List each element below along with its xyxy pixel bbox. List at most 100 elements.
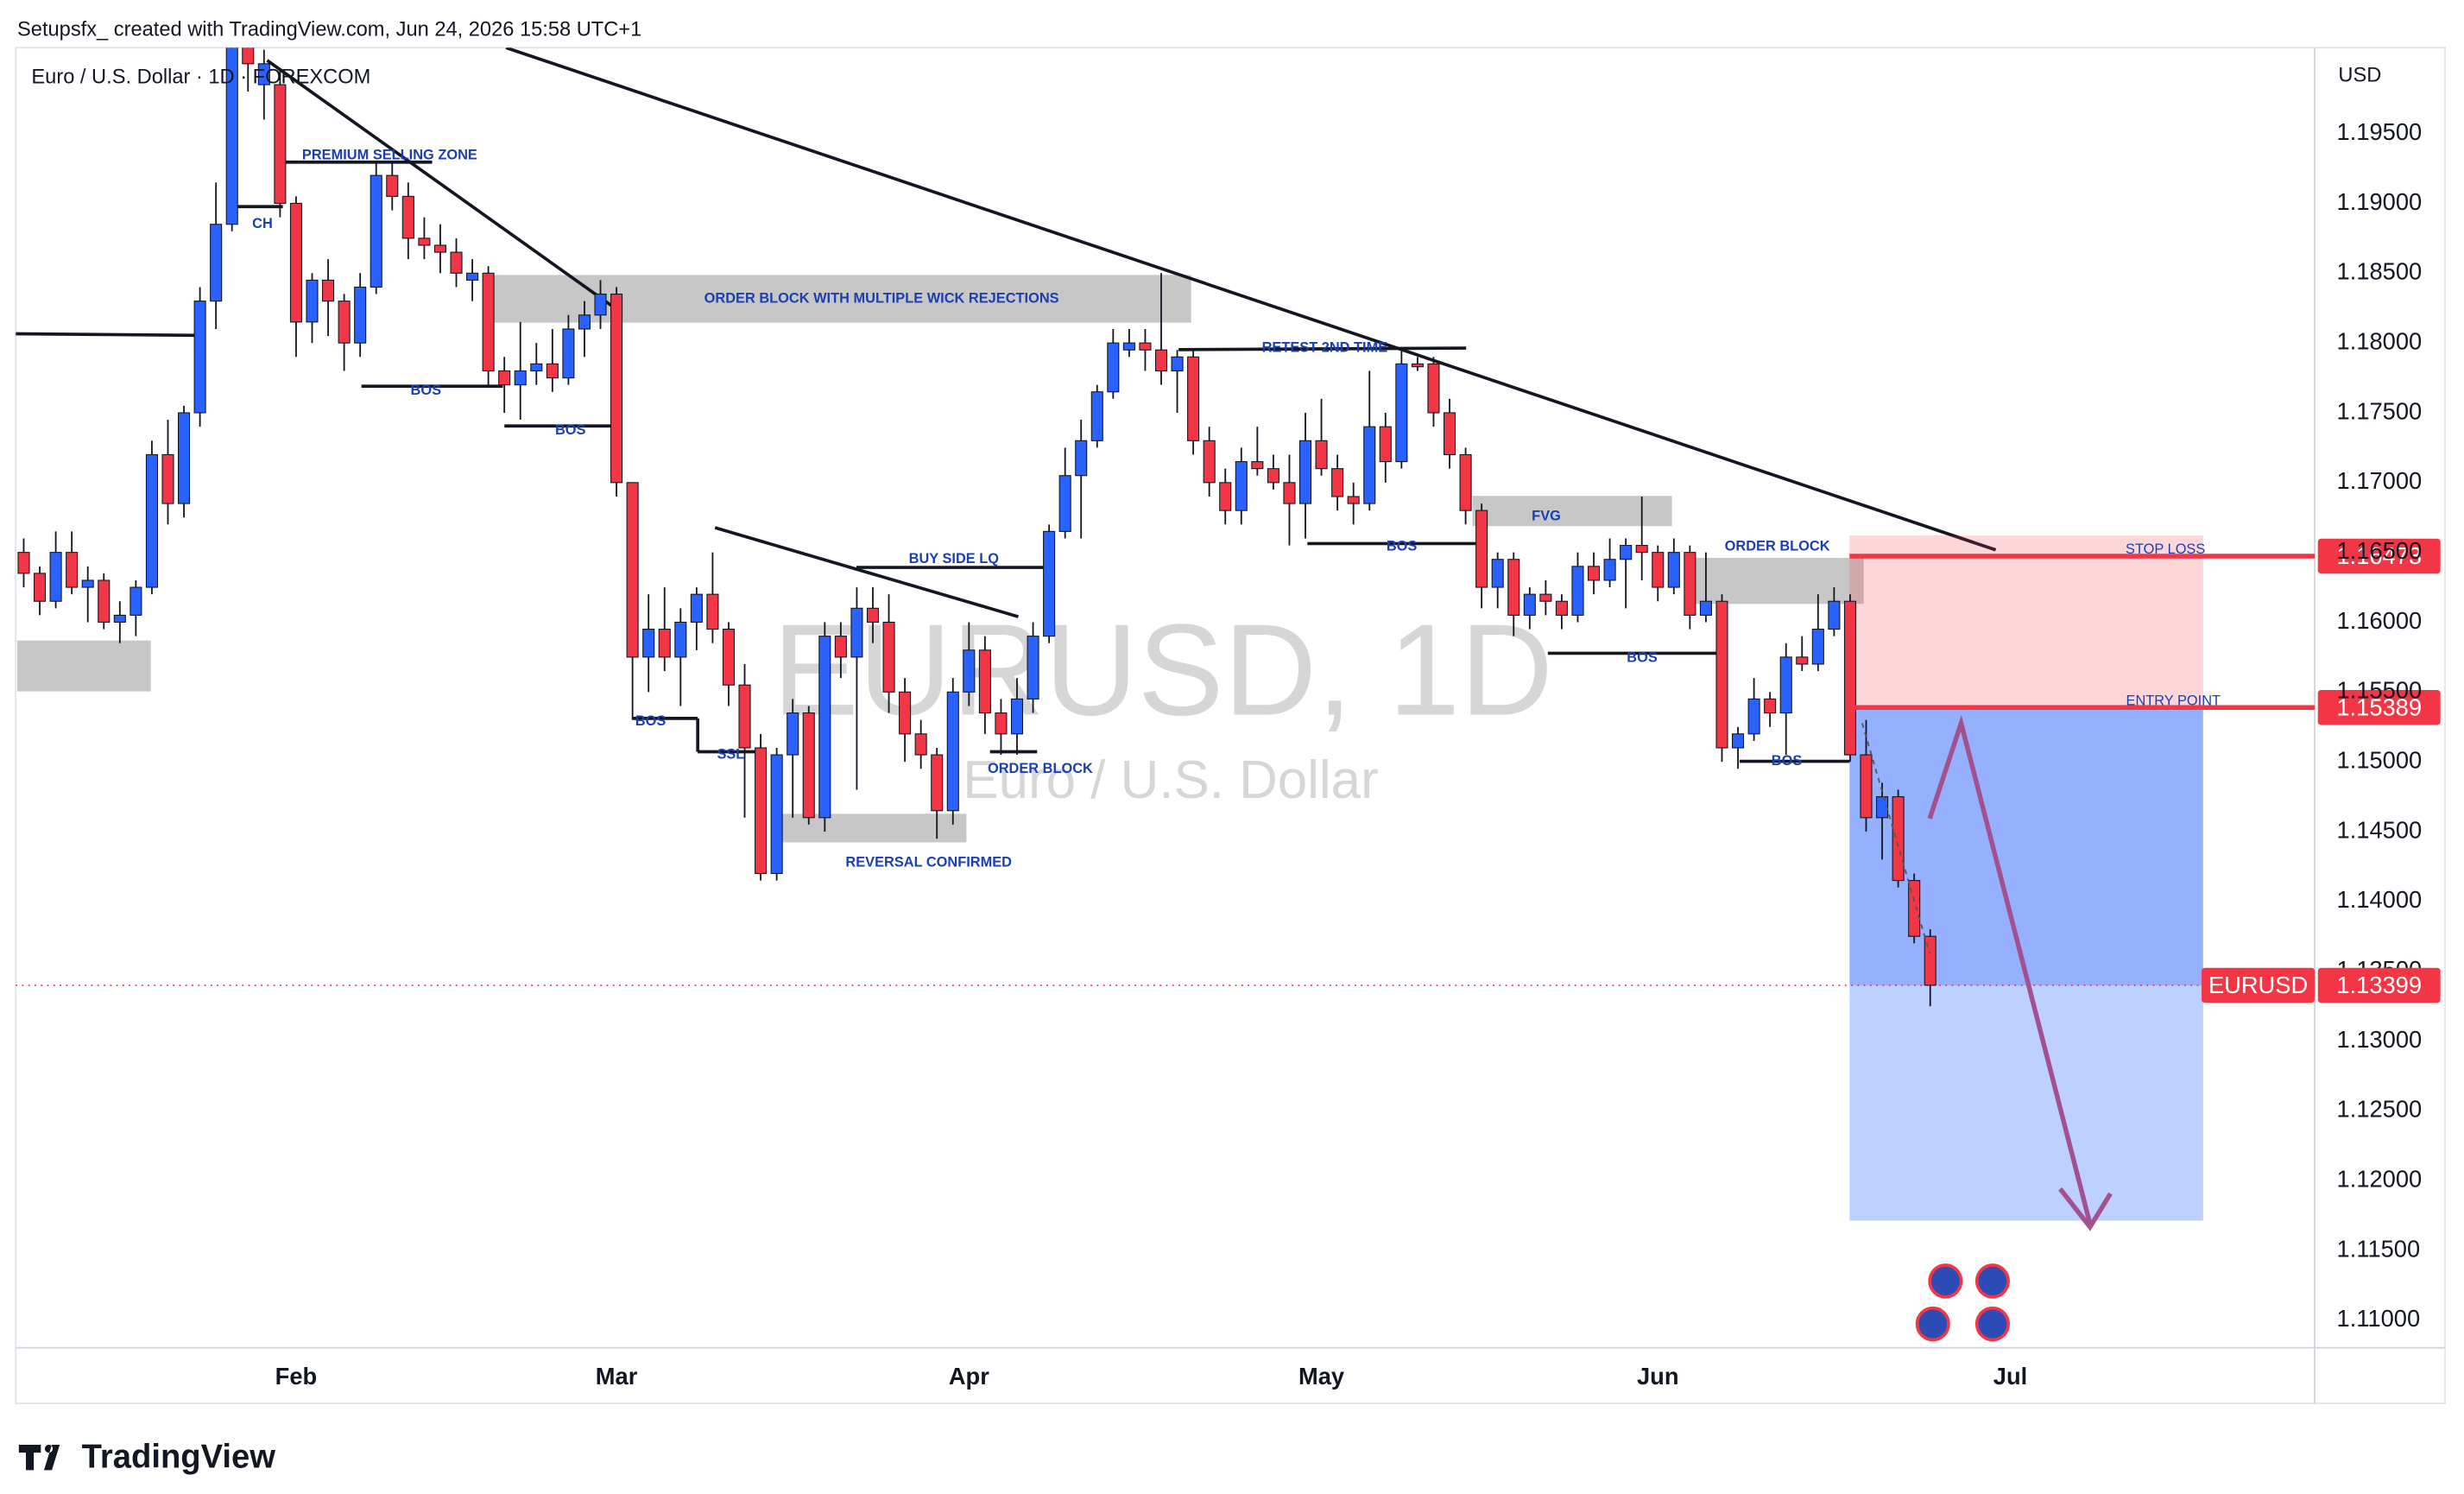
candle-body: [1010, 698, 1024, 735]
symbol-label: EURUSD: [2208, 972, 2308, 998]
level-name: ENTRY POINT: [2126, 693, 2221, 708]
candle-body: [1203, 440, 1216, 484]
y-tick-label: 1.18000: [2337, 327, 2423, 354]
candle-body: [1555, 600, 1568, 616]
candle-body: [98, 579, 111, 624]
candle-body: [1796, 656, 1809, 665]
drawing-line: [266, 59, 619, 312]
candle-body: [787, 712, 799, 756]
annotation: ORDER BLOCK: [1725, 538, 1830, 554]
event-icon: [1974, 1263, 2010, 1299]
level-price-label: 1.15389: [2336, 693, 2422, 720]
candle-body: [1507, 559, 1520, 616]
zone-box: [1472, 496, 1672, 527]
candle-body: [1667, 552, 1680, 588]
candle-body: [1443, 412, 1456, 456]
candle-body: [834, 636, 847, 658]
candle-body: [178, 412, 191, 504]
candle-body: [1043, 530, 1056, 637]
y-tick-label: 1.17500: [2337, 397, 2423, 424]
zone-box: [17, 640, 151, 692]
frame: [15, 47, 2447, 1405]
candle-body: [498, 370, 511, 386]
candle-body: [1075, 440, 1088, 477]
event-icon: [1928, 1263, 1963, 1299]
x-tick-label: Apr: [949, 1363, 989, 1390]
candle-body: [354, 286, 367, 344]
y-tick-label: 1.16500: [2337, 537, 2423, 564]
candle-body: [1635, 545, 1648, 554]
candle-body: [81, 579, 94, 588]
candle-body: [1732, 733, 1745, 749]
candle-body: [1235, 461, 1248, 511]
y-tick-label: 1.14000: [2337, 886, 2423, 913]
annotation: PREMIUM SELLING ZONE: [302, 148, 477, 163]
candle-body: [1491, 559, 1504, 588]
candle-body: [562, 328, 575, 379]
candle-body: [738, 684, 751, 749]
candle-body: [1219, 482, 1232, 511]
candle-body: [1459, 453, 1472, 511]
candle-body: [1027, 636, 1039, 700]
candle-body: [193, 301, 206, 414]
candle-body: [626, 482, 639, 658]
candle-body: [130, 586, 142, 616]
candle-body: [145, 453, 158, 588]
caption: Setupsfx_ created with TradingView.com, …: [17, 17, 641, 41]
y-tick-label: 1.16000: [2337, 607, 2423, 634]
candle-body: [1379, 426, 1392, 463]
annotation: BOS: [635, 713, 667, 729]
candle-body: [289, 202, 302, 323]
level-name: STOP LOSS: [2126, 541, 2205, 557]
candle-body: [1298, 440, 1312, 504]
candle-body: [866, 607, 880, 624]
candle-body: [482, 272, 495, 372]
candle-body: [1347, 496, 1360, 504]
candle-body: [1411, 363, 1424, 368]
annotation: ORDER BLOCK WITH MULTIPLE WICK REJECTION…: [704, 290, 1059, 306]
annotation: BOS: [1387, 538, 1418, 554]
y-tick-label: 1.19000: [2337, 188, 2423, 215]
candle-body: [755, 747, 768, 875]
candle-body: [931, 754, 944, 812]
candle-body: [946, 691, 959, 812]
stop-zone: [1849, 535, 2203, 708]
candle-body: [1571, 566, 1584, 616]
candle-body: [546, 363, 559, 379]
candle-body: [1828, 600, 1841, 630]
candle-body: [818, 636, 831, 819]
candle-body: [1715, 600, 1728, 749]
candle-body: [594, 294, 607, 316]
x-tick-label: Jul: [1993, 1363, 2027, 1390]
level-price-label: 1.16473: [2336, 542, 2422, 569]
candle-body: [210, 224, 223, 302]
candle-body: [706, 593, 719, 630]
candle-body: [578, 314, 591, 330]
candle-body: [1187, 356, 1200, 441]
candle-body: [322, 279, 335, 302]
candle-body: [1892, 796, 1905, 882]
candle-body: [1811, 629, 1824, 665]
candle-body: [978, 649, 991, 714]
y-tick-label: 1.19500: [2337, 118, 2423, 145]
y-tick-label: 1.17000: [2337, 467, 2423, 494]
candle-body: [1363, 426, 1376, 504]
candle-body: [1475, 510, 1488, 588]
last-price-box: [2317, 967, 2441, 1003]
logo: TradingView: [18, 1439, 275, 1476]
event-icon: [1915, 1306, 1950, 1342]
drawing-line: [505, 47, 1997, 552]
y-tick-label: 1.15000: [2337, 746, 2423, 773]
candle-body: [1315, 440, 1328, 470]
candle-body: [850, 607, 863, 658]
y-tick-label: 1.15500: [2337, 676, 2423, 703]
y-tick-label: 1.18500: [2337, 257, 2423, 284]
candle-body: [914, 733, 927, 756]
candle-body: [1684, 552, 1696, 616]
candle-body: [1924, 935, 1936, 986]
plot-area: PREMIUM SELLING ZONE CH ORDER BLOCK WITH M…: [16, 47, 2316, 1231]
candle-body: [963, 649, 976, 693]
candle-body: [450, 251, 463, 274]
candle-body: [1283, 482, 1296, 504]
